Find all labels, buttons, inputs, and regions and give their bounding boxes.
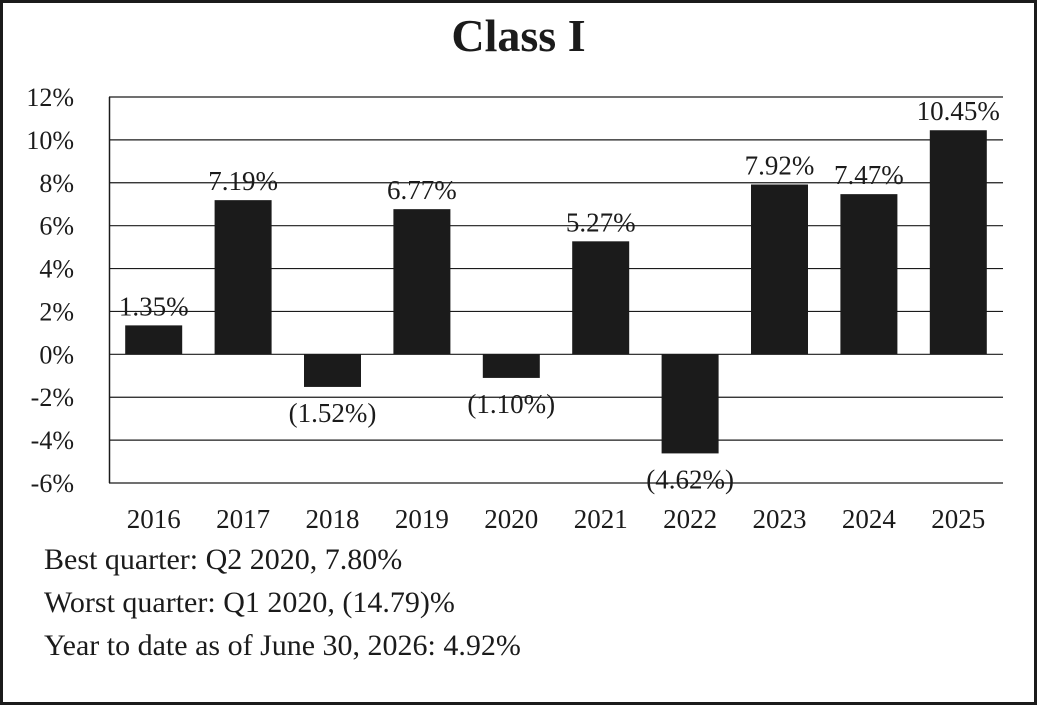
y-tick-label: -6% bbox=[31, 469, 74, 498]
x-tick-label-2017: 2017 bbox=[216, 504, 270, 534]
y-tick-label: -4% bbox=[31, 426, 74, 455]
y-tick-label: 2% bbox=[39, 297, 74, 326]
data-label-2023: 7.92% bbox=[745, 150, 815, 180]
data-label-2021: 5.27% bbox=[566, 207, 636, 237]
bar-2025 bbox=[929, 130, 987, 355]
best-quarter-text: Best quarter: Q2 2020, 7.80% bbox=[44, 543, 403, 576]
y-axis: -6% -4% -2% 0% 2% 4% 6% 8% 10% 12% bbox=[26, 83, 111, 498]
y-tick-label: -2% bbox=[31, 383, 74, 412]
bar-2024 bbox=[840, 194, 898, 355]
bar-2023 bbox=[751, 184, 808, 355]
data-label-2020: (1.10%) bbox=[467, 389, 555, 419]
data-label-2019: 6.77% bbox=[387, 175, 457, 205]
chart-title: Class I bbox=[451, 10, 586, 61]
y-tick-label: 4% bbox=[39, 255, 74, 284]
y-tick-label: 0% bbox=[39, 340, 74, 369]
bar-2017 bbox=[214, 200, 272, 355]
x-tick-label-2023: 2023 bbox=[753, 504, 807, 534]
x-tick-label-2021: 2021 bbox=[574, 504, 628, 534]
data-label-2025: 10.45% bbox=[917, 96, 1000, 126]
bar-2021 bbox=[572, 241, 630, 355]
y-tick-label: 10% bbox=[26, 126, 74, 155]
bar-2018 bbox=[304, 354, 361, 387]
bar-2020 bbox=[482, 354, 540, 378]
x-tick-label-2018: 2018 bbox=[306, 504, 360, 534]
x-tick-label-2020: 2020 bbox=[484, 504, 538, 534]
y-tick-label: 8% bbox=[39, 169, 74, 198]
bars bbox=[125, 130, 987, 454]
x-tick-label-2025: 2025 bbox=[931, 504, 985, 534]
y-tick-label: 12% bbox=[26, 83, 74, 112]
data-label-2024: 7.47% bbox=[834, 160, 904, 190]
data-label-2017: 7.19% bbox=[208, 166, 278, 196]
data-label-2016: 1.35% bbox=[119, 291, 189, 321]
x-tick-label-2022: 2022 bbox=[663, 504, 717, 534]
data-labels: 1.35% 7.19% (1.52%) 6.77% (1.10%) 5.27% (4.62%… bbox=[119, 96, 1000, 494]
worst-quarter-text: Worst quarter: Q1 2020, (14.79)% bbox=[44, 586, 455, 619]
x-axis-tick-labels: 2016 2017 2018 2019 2020 2021 2022 2023 2024 2025 bbox=[127, 504, 986, 534]
bar-2016 bbox=[125, 325, 183, 355]
data-label-2018: (1.52%) bbox=[289, 398, 377, 428]
bar-2022 bbox=[661, 354, 719, 454]
ytd-text: Year to date as of June 30, 2026: 4.92% bbox=[44, 629, 521, 662]
bar-2019 bbox=[393, 209, 451, 355]
x-tick-label-2016: 2016 bbox=[127, 504, 181, 534]
y-tick-label: 6% bbox=[39, 212, 74, 241]
performance-notes: Best quarter: Q2 2020, 7.80% Worst quart… bbox=[44, 538, 521, 667]
data-label-2022: (4.62%) bbox=[646, 464, 734, 494]
x-tick-label-2019: 2019 bbox=[395, 504, 449, 534]
x-tick-label-2024: 2024 bbox=[842, 504, 897, 534]
